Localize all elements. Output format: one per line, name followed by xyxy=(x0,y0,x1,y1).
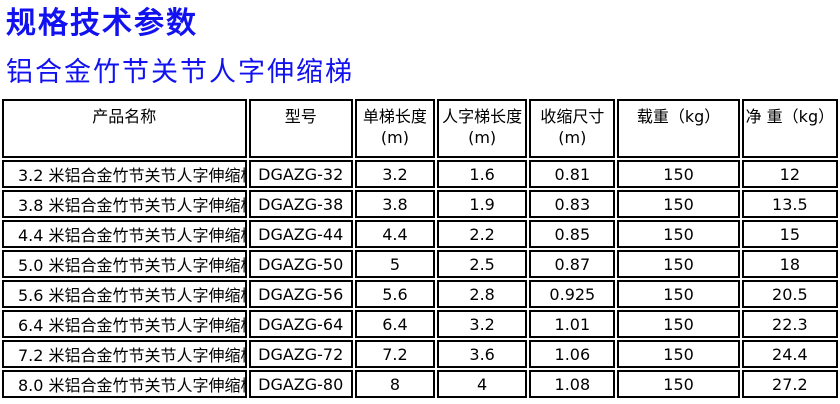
value-cell: 150 xyxy=(617,370,740,398)
col-header-label: 载重（kg） xyxy=(636,107,721,126)
value-cell: 150 xyxy=(617,280,740,308)
page-title: 规格技术参数 xyxy=(6,6,198,41)
product-name-cell: 4.4 米铝合金竹节关节人字伸缩梯 xyxy=(2,220,247,248)
product-name-cell: 3.8 米铝合金竹节关节人字伸缩梯 xyxy=(2,190,247,218)
col-header-label: 人字梯长度 xyxy=(442,107,523,126)
value-cell: 24.4 xyxy=(741,340,838,368)
product-name-cell: 6.4 米铝合金竹节关节人字伸缩梯 xyxy=(2,310,247,338)
col-header-label: 收缩尺寸 xyxy=(540,107,605,126)
spec-table: 产品名称 型号 单梯长度 (m) 人字梯长度 (m) 收缩尺寸 (m) 载重（k… xyxy=(0,97,840,400)
table-row: 7.2 米铝合金竹节关节人字伸缩梯 DGAZG-72 7.2 3.6 1.06 150 24… xyxy=(2,340,838,368)
value-cell: 0.83 xyxy=(529,190,616,218)
value-cell: 13.5 xyxy=(741,190,838,218)
col-header-retracted-size: 收缩尺寸 (m) xyxy=(529,99,616,158)
value-cell: 150 xyxy=(617,220,740,248)
value-cell: DGAZG-56 xyxy=(248,280,353,308)
product-name-cell: 5.0 米铝合金竹节关节人字伸缩梯 xyxy=(2,250,247,278)
value-cell: 6.4 xyxy=(354,310,436,338)
value-cell: 3.6 xyxy=(437,340,528,368)
value-cell: 5.6 xyxy=(354,280,436,308)
value-cell: 22.3 xyxy=(741,310,838,338)
table-row: 3.2 米铝合金竹节关节人字伸缩梯 DGAZG-32 3.2 1.6 0.81 150 12 xyxy=(2,160,838,188)
value-cell: 150 xyxy=(617,160,740,188)
value-cell: 3.2 xyxy=(437,310,528,338)
table-body: 3.2 米铝合金竹节关节人字伸缩梯 DGAZG-32 3.2 1.6 0.81 150 12… xyxy=(2,160,838,398)
value-cell: 1.6 xyxy=(437,160,528,188)
table-row: 8.0 米铝合金竹节关节人字伸缩梯 DGAZG-80 8 4 1.08 150 27.2 xyxy=(2,370,838,398)
col-header-unit: (m) xyxy=(558,128,587,147)
value-cell: 15 xyxy=(741,220,838,248)
col-header-a-frame-length: 人字梯长度 (m) xyxy=(437,99,528,158)
col-header-label: 型号 xyxy=(284,107,317,126)
product-name-cell: 5.6 米铝合金竹节关节人字伸缩梯 xyxy=(2,280,247,308)
value-cell: 0.87 xyxy=(529,250,616,278)
value-cell: DGAZG-80 xyxy=(248,370,353,398)
page-subtitle: 铝合金竹节关节人字伸缩梯 xyxy=(6,57,354,88)
value-cell: 150 xyxy=(617,250,740,278)
value-cell: 5 xyxy=(354,250,436,278)
value-cell: 1.01 xyxy=(529,310,616,338)
value-cell: 4 xyxy=(437,370,528,398)
col-header-unit: (m) xyxy=(380,128,409,147)
col-header-product-name: 产品名称 xyxy=(2,99,247,158)
value-cell: DGAZG-72 xyxy=(248,340,353,368)
value-cell: DGAZG-64 xyxy=(248,310,353,338)
col-header-label: 单梯长度 xyxy=(362,107,427,126)
value-cell: 1.06 xyxy=(529,340,616,368)
value-cell: DGAZG-50 xyxy=(248,250,353,278)
col-header-label: 产品名称 xyxy=(92,107,157,126)
value-cell: DGAZG-38 xyxy=(248,190,353,218)
product-name-cell: 8.0 米铝合金竹节关节人字伸缩梯 xyxy=(2,370,247,398)
table-row: 5.6 米铝合金竹节关节人字伸缩梯 DGAZG-56 5.6 2.8 0.925 150 2… xyxy=(2,280,838,308)
table-row: 5.0 米铝合金竹节关节人字伸缩梯 DGAZG-50 5 2.5 0.87 150 18 xyxy=(2,250,838,278)
value-cell: 3.2 xyxy=(354,160,436,188)
value-cell: 3.8 xyxy=(354,190,436,218)
value-cell: 0.925 xyxy=(529,280,616,308)
value-cell: 7.2 xyxy=(354,340,436,368)
value-cell: 150 xyxy=(617,190,740,218)
value-cell: 150 xyxy=(617,340,740,368)
value-cell: 4.4 xyxy=(354,220,436,248)
value-cell: DGAZG-44 xyxy=(248,220,353,248)
value-cell: 2.5 xyxy=(437,250,528,278)
value-cell: 2.2 xyxy=(437,220,528,248)
table-row: 4.4 米铝合金竹节关节人字伸缩梯 DGAZG-44 4.4 2.2 0.85 150 15 xyxy=(2,220,838,248)
value-cell: 150 xyxy=(617,310,740,338)
col-header-label: 净 重（kg） xyxy=(745,107,835,126)
table-row: 6.4 米铝合金竹节关节人字伸缩梯 DGAZG-64 6.4 3.2 1.01 150 22… xyxy=(2,310,838,338)
value-cell: 0.81 xyxy=(529,160,616,188)
value-cell: 12 xyxy=(741,160,838,188)
value-cell: 2.8 xyxy=(437,280,528,308)
col-header-net-weight: 净 重（kg） xyxy=(741,99,838,158)
col-header-unit: (m) xyxy=(468,128,497,147)
col-header-model: 型号 xyxy=(248,99,353,158)
value-cell: 0.85 xyxy=(529,220,616,248)
table-row: 3.8 米铝合金竹节关节人字伸缩梯 DGAZG-38 3.8 1.9 0.83 150 13… xyxy=(2,190,838,218)
value-cell: 8 xyxy=(354,370,436,398)
value-cell: DGAZG-32 xyxy=(248,160,353,188)
header-row: 产品名称 型号 单梯长度 (m) 人字梯长度 (m) 收缩尺寸 (m) 载重（k… xyxy=(2,99,838,158)
product-name-cell: 7.2 米铝合金竹节关节人字伸缩梯 xyxy=(2,340,247,368)
value-cell: 20.5 xyxy=(741,280,838,308)
product-name-cell: 3.2 米铝合金竹节关节人字伸缩梯 xyxy=(2,160,247,188)
col-header-load-capacity: 载重（kg） xyxy=(617,99,740,158)
value-cell: 1.08 xyxy=(529,370,616,398)
value-cell: 1.9 xyxy=(437,190,528,218)
value-cell: 27.2 xyxy=(741,370,838,398)
value-cell: 18 xyxy=(741,250,838,278)
col-header-single-ladder-length: 单梯长度 (m) xyxy=(354,99,436,158)
